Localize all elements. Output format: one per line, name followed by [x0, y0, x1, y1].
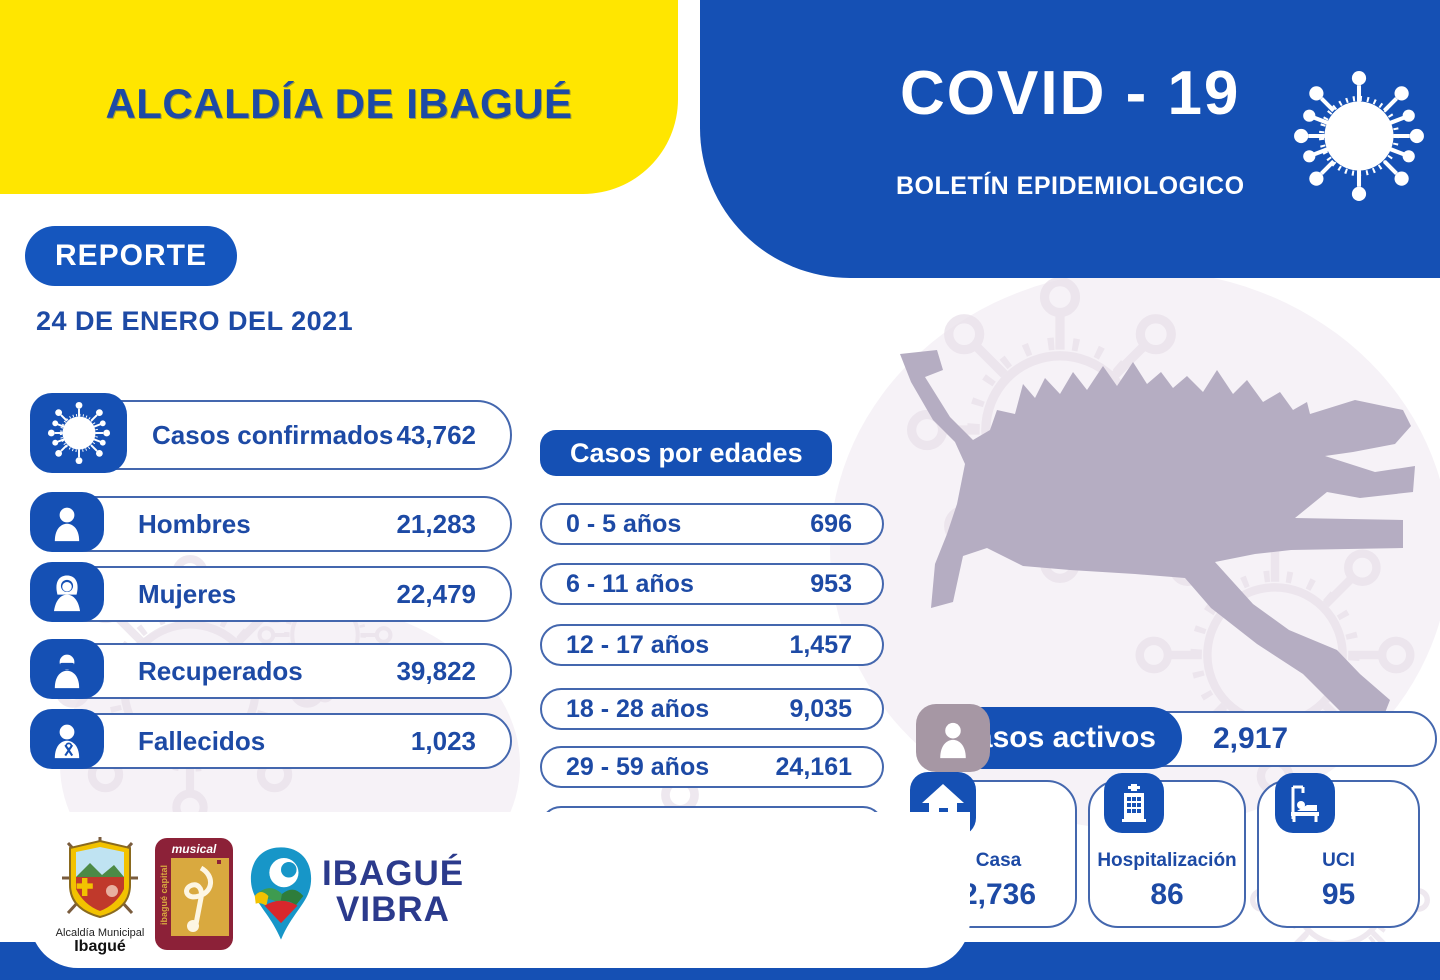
coronavirus-icon: [1290, 48, 1428, 224]
yellow-banner: ALCALDÍA DE IBAGUÉ: [0, 0, 678, 194]
age-row: 12 - 17 años 1,457: [540, 624, 884, 666]
city-map-silhouette: [900, 350, 1415, 718]
vibra-wordmark: IBAGUÉ VIBRA: [322, 856, 464, 928]
stat-label: Mujeres: [138, 578, 237, 609]
box-label: UCI: [1322, 850, 1355, 871]
covid-panel: COVID - 19 BOLETÍN EPIDEMIOLOGICO: [700, 0, 1440, 278]
box-value: 2,736: [960, 878, 1037, 911]
stat-label: Fallecidos: [138, 725, 266, 756]
report-date: 24 DE ENERO DEL 2021: [36, 306, 354, 336]
recovered-person-icon: [54, 654, 80, 689]
stat-value: 39,822: [396, 655, 476, 686]
box-value: 95: [1321, 878, 1356, 911]
crest-caption-line1: Alcaldía Municipal: [55, 927, 145, 939]
age-value: 696: [810, 509, 852, 538]
age-label: 29 - 59 años: [566, 752, 710, 781]
hospital-icon-box: [1104, 773, 1164, 833]
vibra-line1: IBAGUÉ: [322, 854, 465, 893]
page-title: ALCALDÍA DE IBAGUÉ: [105, 80, 573, 127]
hospital-icon: [1122, 784, 1146, 822]
age-label: 12 - 17 años: [566, 630, 710, 659]
stat-value: 1,023: [410, 725, 476, 756]
crest-icon: [62, 837, 138, 919]
age-value: 1,457: [789, 630, 852, 659]
summary-row: Hombres 21,283: [30, 492, 512, 552]
vibra-line2: VIBRA: [336, 890, 450, 929]
age-value: 24,161: [775, 752, 852, 781]
active-cases-value: 2,917: [1213, 722, 1289, 755]
icu-icon-box: [1275, 773, 1335, 833]
summary-row: Casos confirmados 43,762: [30, 393, 512, 473]
age-row: 29 - 59 años 24,161: [540, 746, 884, 788]
stat-label: Hombres: [138, 508, 251, 539]
crest-caption-line2: Ibagué: [74, 938, 126, 955]
age-value: 953: [810, 569, 852, 598]
city-crest-logo: Alcaldía Municipal Ibagué: [52, 833, 148, 955]
stat-value: 22,479: [396, 578, 476, 609]
age-label: 6 - 11 años: [566, 569, 694, 598]
stat-value: 43,762: [396, 419, 476, 450]
age-label: 0 - 5 años: [566, 509, 682, 538]
ibague-capital-musical-logo: musical ibagué capital: [155, 838, 233, 950]
report-button-label: REPORTE: [54, 239, 208, 272]
box-label: Casa: [975, 850, 1022, 871]
ages-title-label: Casos por edades: [570, 437, 803, 468]
covid-subtitle: BOLETÍN EPIDEMIOLOGICO: [896, 172, 1245, 200]
active-cases-icon-box: [916, 704, 990, 772]
stat-value: 21,283: [396, 508, 476, 539]
man-icon: [54, 507, 80, 542]
age-label: 18 - 28 años: [566, 694, 710, 723]
age-row: 6 - 11 años 953: [540, 563, 884, 605]
ages-section-title: Casos por edades: [540, 430, 832, 476]
mourning-ribbon-person-icon: [54, 724, 80, 759]
age-value: 9,035: [789, 694, 852, 723]
box-label: Hospitalización: [1097, 850, 1237, 871]
age-row: 18 - 28 años 9,035: [540, 688, 884, 730]
summary-row: Fallecidos 1,023: [30, 709, 512, 769]
vibra-pin-icon: [250, 847, 312, 940]
person-icon: [940, 722, 966, 759]
covid-title: COVID - 19: [900, 59, 1241, 128]
report-button: REPORTE: [25, 226, 237, 286]
musical-label: musical: [171, 842, 217, 856]
box-value: 86: [1150, 878, 1184, 911]
stat-label: Casos confirmados: [152, 419, 394, 450]
woman-icon: [53, 575, 81, 612]
virus-icon: [46, 400, 111, 466]
age-row: 0 - 5 años 696: [540, 503, 884, 545]
musical-side-label: ibagué capital: [159, 864, 169, 926]
stat-label: Recuperados: [138, 655, 303, 686]
summary-row: Mujeres 22,479: [30, 562, 512, 622]
musical-logo-badge: [155, 838, 233, 950]
icu-bed-icon: [1291, 785, 1319, 822]
summary-row: Recuperados 39,822: [30, 639, 512, 699]
